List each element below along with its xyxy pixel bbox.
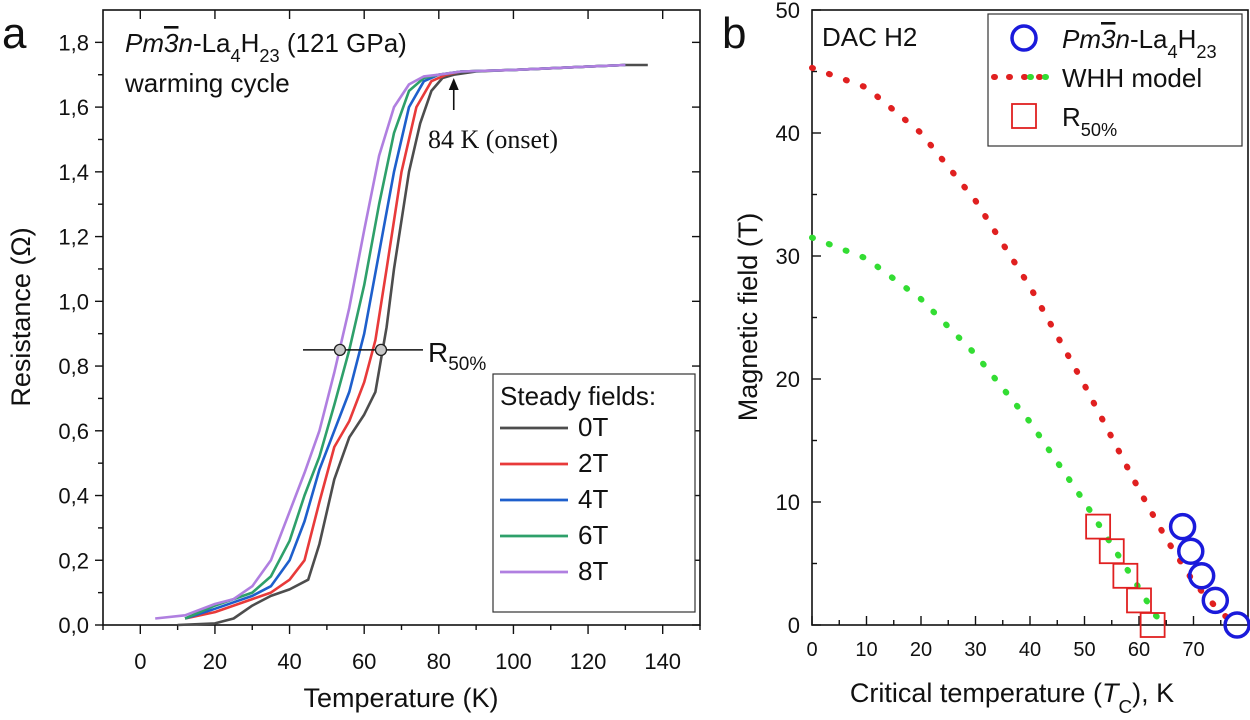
- y-tick-label: 50: [776, 0, 800, 23]
- x-tick-label: 0: [806, 639, 817, 661]
- onset-arrow-head: [448, 78, 459, 90]
- x-tick-label: 40: [1019, 639, 1041, 661]
- y-tick-label: 1,0: [58, 289, 89, 314]
- legend-entry-whh: WHH model: [1062, 63, 1202, 93]
- y-tick-label: 1,8: [58, 30, 89, 55]
- panel-a-label: a: [2, 9, 27, 58]
- legend-square-marker: [1011, 103, 1037, 129]
- tc-circle-marker: [1223, 611, 1250, 639]
- y-tick-label: 1,2: [58, 225, 89, 250]
- y-tick-label: 0: [788, 613, 800, 638]
- tc-circle-marker: [1177, 537, 1205, 565]
- curve-8T: [155, 63, 626, 620]
- y-tick-label: 30: [776, 244, 800, 269]
- whh-curve-0: [809, 64, 1241, 628]
- panel-b: b 0 10 20 30 40 50 60 70 0 10 20 30 40 50 Critical te…: [722, 0, 1250, 718]
- r50-annotation: R50%: [303, 337, 486, 375]
- whh-curve-1: [809, 234, 1170, 628]
- panel-b-y-axis-label: Magnetic field (T): [733, 213, 763, 422]
- x-tick-label: 60: [352, 649, 376, 674]
- panel-b-ticks: [811, 9, 1222, 626]
- x-tick-label: 80: [427, 649, 451, 674]
- x-tick-label: 30: [964, 639, 986, 661]
- y-tick-label: 1,6: [58, 95, 89, 120]
- y-tick-label: 20: [776, 367, 800, 392]
- r50-marker: [333, 343, 347, 357]
- panel-b-label: b: [722, 9, 746, 58]
- legend-entry-8T: 8T: [578, 556, 608, 586]
- panel-b-markers: [1085, 512, 1250, 639]
- legend-circle-marker: [1010, 24, 1038, 52]
- r50-marker: [374, 343, 388, 357]
- panel-a-tick-labels: 0 20 40 60 80 100 120 140 0,0 0,2 0,4 0,6 0,8 1,0 1,2 1…: [58, 30, 681, 674]
- x-tick-label: 0: [134, 649, 146, 674]
- y-tick-label: 0,2: [58, 548, 89, 573]
- panel-a-ticks: [95, 10, 701, 634]
- corner-label: DAC H2: [822, 22, 917, 52]
- r50-square-marker: [1098, 538, 1125, 565]
- onset-label: 84 K (onset): [428, 125, 558, 154]
- panel-a: a 0 20 40 60 80 100 120 140 0,0 0,2 0,4 0,6 0,8 1,0 1,…: [2, 9, 701, 713]
- x-tick-label: 60: [1128, 639, 1150, 661]
- panel-b-tick-labels: 0 10 20 30 40 50 60 70 0 10 20 30 40 50: [776, 0, 1205, 661]
- r50-square-marker: [1126, 587, 1152, 614]
- panel-a-subtitle: warming cycle: [124, 68, 290, 98]
- legend-title: Steady fields:: [500, 381, 656, 411]
- r50-square-marker: [1112, 562, 1139, 589]
- r50-label: R50%: [428, 337, 486, 375]
- r50-square-marker: [1139, 612, 1166, 638]
- y-tick-label: 0,6: [58, 419, 89, 444]
- y-tick-label: 10: [776, 490, 800, 515]
- tc-circle-marker: [1187, 562, 1216, 590]
- legend-entry-0T: 0T: [578, 412, 608, 442]
- y-tick-label: 0,0: [58, 613, 89, 638]
- x-tick-label: 20: [910, 639, 932, 661]
- legend-entry-4T: 4T: [578, 484, 608, 514]
- y-tick-label: 40: [776, 121, 800, 146]
- panel-b-curves: [809, 64, 1241, 628]
- tc-circle-marker: [1201, 586, 1230, 615]
- legend-entry-2T: 2T: [578, 448, 608, 478]
- panel-a-legend: Steady fields: 0T 2T 4T 6T 8T: [492, 373, 696, 613]
- x-tick-label: 10: [855, 639, 877, 661]
- x-tick-label: 140: [644, 649, 681, 674]
- onset-annotation: 84 K (onset): [428, 78, 558, 154]
- x-tick-label: 40: [277, 649, 301, 674]
- panel-a-title: Pm3n-La4H23 (121 GPa): [125, 28, 407, 66]
- x-tick-label: 50: [1073, 639, 1095, 661]
- y-tick-label: 1,4: [58, 160, 89, 185]
- tc-circle-marker: [1168, 512, 1197, 541]
- legend-entry-6T: 6T: [578, 520, 608, 550]
- panel-a-curves: [155, 63, 648, 627]
- x-tick-label: 20: [203, 649, 227, 674]
- y-tick-label: 0,4: [58, 484, 89, 509]
- x-tick-label: 120: [570, 649, 607, 674]
- x-tick-label: 100: [495, 649, 532, 674]
- panel-b-x-axis-label: Critical temperature (TC), K: [850, 678, 1174, 718]
- panel-a-x-axis-label: Temperature (K): [303, 683, 498, 713]
- y-tick-label: 0,8: [58, 354, 89, 379]
- panel-a-y-axis-label: Resistance (Ω): [6, 227, 36, 406]
- x-tick-label: 70: [1182, 639, 1204, 661]
- r50-square-marker: [1085, 513, 1112, 540]
